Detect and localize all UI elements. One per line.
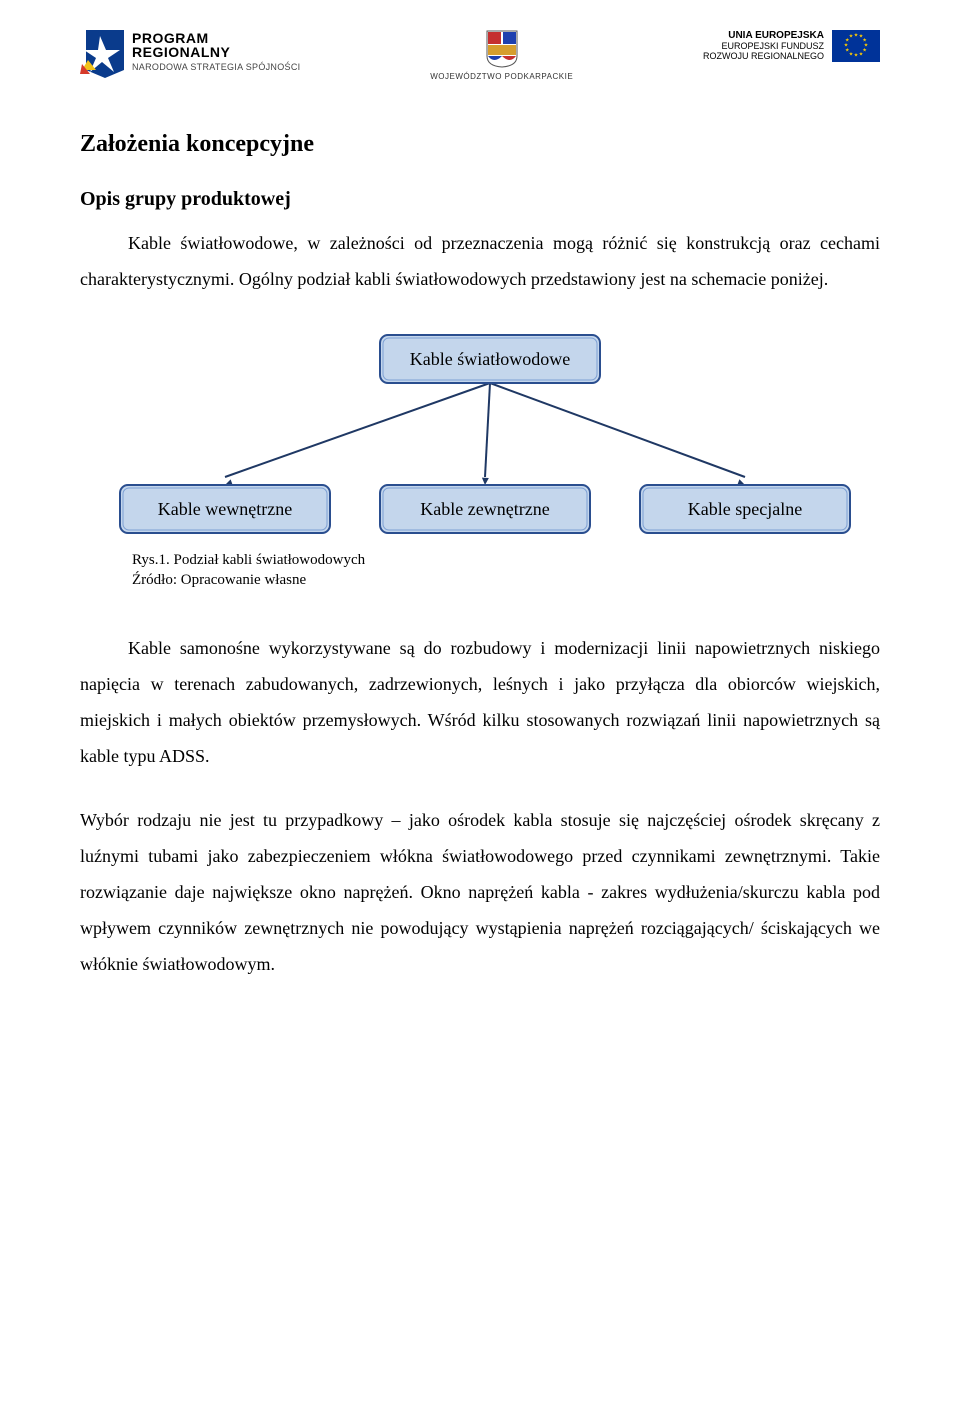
caption-line1: Rys.1. Podział kabli światłowodowych [132,551,880,571]
diagram-svg: Kable światłowodowe Kable wewnętrzne Kable… [80,325,880,545]
diagram-node-c2: Kable zewnętrzne [380,485,590,533]
paragraph-2: Kable samonośne wykorzystywane są do roz… [80,630,880,774]
logo-left-line3: NARODOWA STRATEGIA SPÓJNOŚCI [132,62,300,72]
logo-wojewodztwo: WOJEWÓDZTWO PODKARPACKIE [430,30,573,81]
header-logos: PROGRAM REGIONALNY NARODOWA STRATEGIA SP… [80,30,880,81]
logo-left-text: PROGRAM REGIONALNY NARODOWA STRATEGIA SP… [132,30,300,72]
program-regionalny-icon [80,30,124,78]
eu-flag-icon: ★ ★ ★ ★ ★ ★ ★ ★ ★ ★ ★ ★ [832,30,880,62]
diagram-node-c3: Kable specjalne [640,485,850,533]
logo-right-text: UNIA EUROPEJSKA EUROPEJSKI FUNDUSZ ROZWO… [703,30,824,61]
logo-center-caption: WOJEWÓDZTWO PODKARPACKIE [430,72,573,81]
logo-right-l3: ROZWOJU REGIONALNEGO [703,51,824,61]
diagram-node-root: Kable światłowodowe [380,335,600,383]
svg-text:Kable specjalne: Kable specjalne [688,499,802,519]
logo-right-l1: UNIA EUROPEJSKA [703,30,824,41]
logo-right-l2: EUROPEJSKI FUNDUSZ [703,41,824,51]
figure-caption: Rys.1. Podział kabli światłowodowych Źró… [132,551,880,590]
paragraph-3: Wybór rodzaju nie jest tu przypadkowy – … [80,802,880,982]
svg-text:Kable zewnętrzne: Kable zewnętrzne [420,499,549,519]
logo-left-line2: REGIONALNY [132,44,300,60]
logo-program-regionalny: PROGRAM REGIONALNY NARODOWA STRATEGIA SP… [80,30,300,78]
podkarpackie-crest-icon [486,30,518,68]
diagram-kable: Kable światłowodowe Kable wewnętrzne Kable… [80,325,880,545]
page-title: Założenia koncepcyjne [80,131,880,158]
section-subtitle: Opis grupy produktowej [80,188,880,211]
paragraph-1: Kable światłowodowe, w zależności od prz… [80,225,880,297]
svg-text:Kable światłowodowe: Kable światłowodowe [410,349,570,369]
svg-text:Kable wewnętrzne: Kable wewnętrzne [158,499,292,519]
logo-eu: UNIA EUROPEJSKA EUROPEJSKI FUNDUSZ ROZWO… [703,30,880,62]
diagram-node-c1: Kable wewnętrzne [120,485,330,533]
caption-line2: Źródło: Opracowanie własne [132,571,880,591]
page: PROGRAM REGIONALNY NARODOWA STRATEGIA SP… [0,0,960,1050]
